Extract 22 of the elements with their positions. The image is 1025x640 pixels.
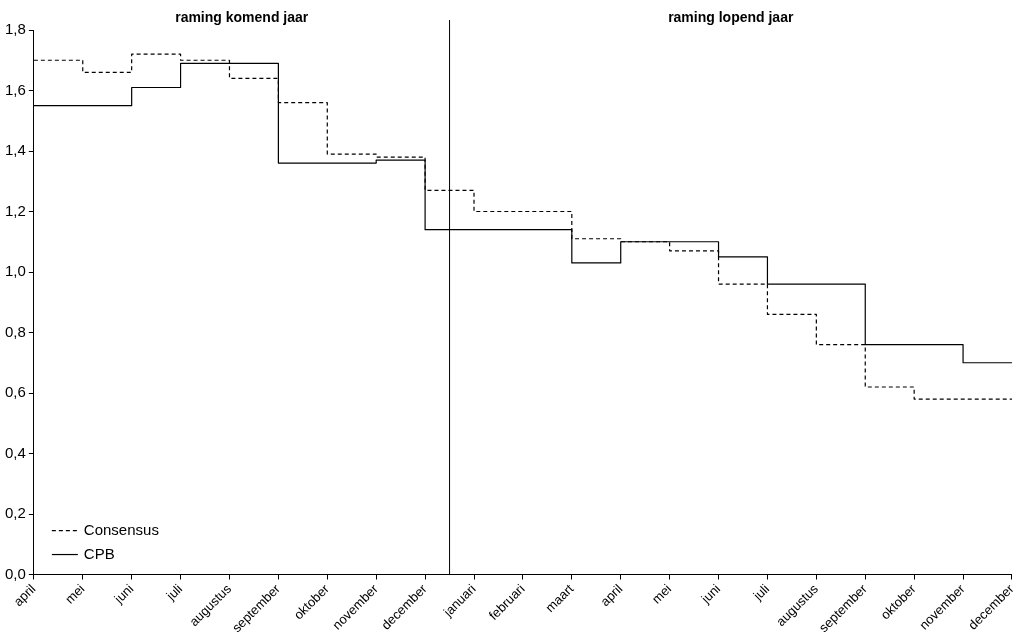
y-tick-label: 0,0 (4, 564, 26, 582)
y-tick-label: 1,2 (4, 201, 26, 219)
x-tick-label: april (10, 581, 39, 610)
text: raming komend jaar (175, 8, 309, 25)
y-tick-label: 0,2 (4, 504, 26, 522)
x-tick-label: juli (749, 581, 773, 604)
x-tick-label: juni (110, 581, 137, 607)
y-tick-label: 0,6 (4, 383, 26, 401)
y-tick-label: 1,8 (4, 20, 26, 38)
legend-label: CPB (83, 544, 115, 562)
y-tick-label: 0,8 (4, 322, 26, 340)
x-tick-label: juni (697, 581, 724, 607)
y-tick-label: 1,6 (4, 80, 26, 98)
x-tick-label: mei (648, 581, 675, 607)
x-tick-label: juli (162, 581, 186, 604)
y-tick-label: 1,0 (4, 262, 26, 280)
x-tick-label: april (597, 581, 626, 610)
x-tick-label: mei (61, 581, 88, 607)
y-tick-label: 1,4 (4, 141, 26, 159)
y-tick-label: 0,4 (4, 443, 26, 461)
legend-label: Consensus (83, 520, 159, 538)
text: raming lopend jaar (668, 8, 794, 25)
